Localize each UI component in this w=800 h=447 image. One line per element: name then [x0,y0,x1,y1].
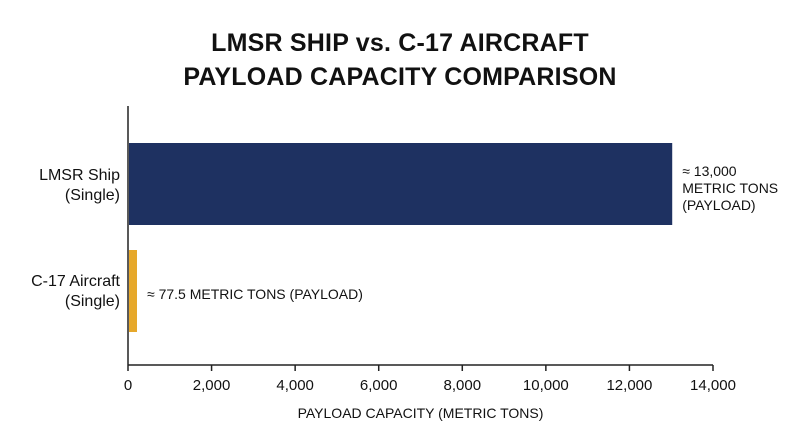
data-label-lmsr-line-3: (PAYLOAD) [682,197,756,213]
bar-lmsr-ship [129,143,673,225]
chart-title-line-2: PAYLOAD CAPACITY COMPARISON [183,63,617,91]
x-axis-ticks [127,365,714,371]
x-tick-label: 10,000 [522,377,569,394]
data-label-lmsr-line-2: METRIC TONS [682,180,779,196]
chart-title-line-1: LMSR SHIP vs. C-17 AIRCRAFT [211,29,589,57]
data-label-c17-line-1: ≈ 77.5 METRIC TONS (PAYLOAD) [147,286,363,302]
category-label-c17-line-1: C-17 Aircraft [31,273,120,290]
category-label-c17-line-2: (Single) [64,293,120,310]
data-label-lmsr-line-1: ≈ 13,000 [682,163,737,179]
x-tick-label: 14,000 [690,377,736,394]
x-tick-label: 0 [123,377,133,394]
x-axis-label: PAYLOAD CAPACITY (METRIC TONS) [297,405,544,421]
x-tick-label: 2,000 [192,377,231,394]
x-tick-label: 8,000 [443,377,482,394]
category-label-lmsr-ship-line-2: (Single) [64,187,120,204]
x-tick-label: 6,000 [359,377,398,394]
chart-title: LMSR SHIP vs. C-17 AIRCRAFT PAYLOAD CAPA… [0,26,800,94]
bar-c17-aircraft [129,250,137,332]
category-label-c17-aircraft: C-17 Aircraft (Single) [31,272,120,312]
category-label-lmsr-ship: LMSR Ship (Single) [39,166,120,206]
data-label-c17-aircraft: ≈ 77.5 METRIC TONS (PAYLOAD) [147,286,363,303]
data-label-lmsr-ship: ≈ 13,000 METRIC TONS (PAYLOAD) [682,163,778,214]
x-tick-label: 12,000 [606,377,653,394]
x-tick-label: 4,000 [276,377,314,394]
category-label-lmsr-ship-line-1: LMSR Ship [39,167,120,184]
